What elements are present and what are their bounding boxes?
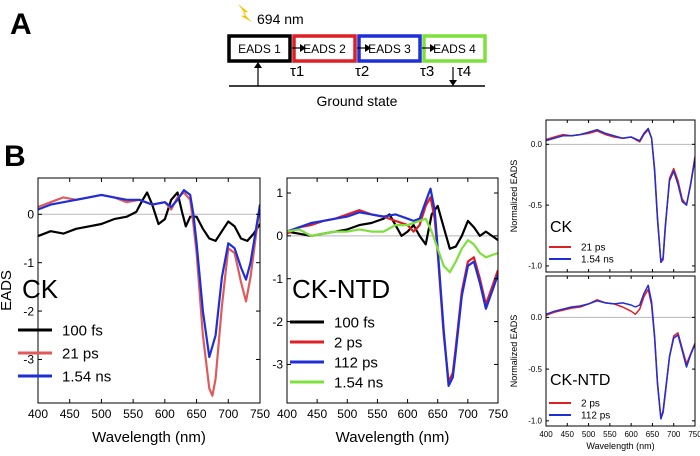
y-tick-label: -2 bbox=[23, 304, 34, 318]
y-axis-label: Normalized EADS bbox=[509, 160, 519, 233]
legend: 100 fs 2 ps 112 ps 1.54 ns bbox=[290, 314, 383, 391]
y-tick-label: -1 bbox=[272, 272, 283, 286]
legend-label: 1.54 ns bbox=[62, 368, 111, 385]
excitation-wavelength: 694 nm bbox=[257, 11, 304, 27]
x-tick-label: 650 bbox=[646, 430, 660, 439]
y-tick-label: -0.5 bbox=[528, 365, 542, 374]
x-tick-label: 450 bbox=[561, 430, 575, 439]
series-line-1-54-ns bbox=[38, 189, 260, 359]
panel-label: CK bbox=[22, 274, 59, 304]
x-tick-label: 500 bbox=[91, 407, 111, 421]
eads-box-label: EADS 3 bbox=[368, 42, 411, 56]
x-tick-label: 700 bbox=[218, 407, 238, 421]
x-tick-label: 550 bbox=[603, 430, 617, 439]
x-tick-label: 400 bbox=[277, 407, 297, 421]
eads-box-label: EADS 1 bbox=[238, 42, 281, 56]
chart-ck: 400 450 500 550 600 650 700 750 -3 -2 -1 0 Wavelengt… bbox=[0, 177, 270, 446]
series-line-2-ps bbox=[546, 288, 695, 420]
y-tick-label: 0.0 bbox=[531, 313, 543, 322]
tau-1: τ1 bbox=[290, 63, 304, 80]
legend: 100 fs 21 ps 1.54 ns bbox=[18, 322, 111, 385]
lightning-icon bbox=[238, 4, 252, 22]
legend-label: 100 fs bbox=[62, 322, 103, 339]
x-tick-label: 550 bbox=[367, 407, 387, 421]
chart-ck-ntd: 400 450 500 550 600 650 700 750 -3 -2 -1 0 1 Waveleng… bbox=[272, 177, 508, 446]
x-tick-label: 700 bbox=[667, 430, 681, 439]
y-tick-label: -1 bbox=[23, 256, 34, 270]
x-tick-label: 400 bbox=[539, 430, 553, 439]
x-tick-label: 750 bbox=[688, 430, 700, 439]
series-line-100-fs bbox=[38, 191, 260, 242]
panel-a-letter: A bbox=[10, 8, 32, 41]
y-tick-label: -3 bbox=[272, 358, 283, 372]
y-tick-label: -2 bbox=[272, 315, 283, 329]
y-tick-label: -3 bbox=[23, 353, 34, 367]
legend-label: 112 ps bbox=[334, 354, 378, 371]
x-tick-label: 550 bbox=[123, 407, 143, 421]
legend-label: 2 ps bbox=[334, 334, 362, 351]
x-axis-label: Wavelength (nm) bbox=[586, 441, 654, 451]
y-axis-label: EADS bbox=[0, 270, 15, 311]
y-axis-label: Normalized EADS bbox=[509, 315, 519, 388]
panel-label: CK-NTD bbox=[292, 274, 390, 304]
series-line-21-ps bbox=[546, 128, 695, 264]
x-tick-label: 600 bbox=[398, 407, 418, 421]
legend-label: 1.54 ns bbox=[334, 374, 383, 391]
series-line-1-54-ns bbox=[287, 217, 498, 274]
panel-b-letter: B bbox=[4, 140, 26, 173]
legend-label: 1.54 ns bbox=[581, 255, 614, 266]
scheme-panel: A 694 nm EADS 1 EADS 2 EADS 3 EADS 4 τ1 τ2 … bbox=[10, 4, 487, 109]
x-tick-label: 400 bbox=[28, 407, 48, 421]
panel-label: CK bbox=[550, 219, 573, 236]
plot-frame bbox=[286, 177, 499, 404]
y-tick-label: -0.5 bbox=[528, 201, 542, 210]
x-tick-label: 750 bbox=[488, 407, 508, 421]
x-tick-label: 650 bbox=[187, 407, 207, 421]
tau-3: τ3 bbox=[420, 63, 434, 80]
y-tick-label: 0.0 bbox=[531, 140, 543, 149]
tau-4: τ4 bbox=[457, 63, 471, 80]
x-tick-label: 500 bbox=[337, 407, 357, 421]
plot-frame bbox=[545, 275, 696, 427]
series-line-1-54-ns bbox=[546, 127, 695, 264]
y-tick-label: 1 bbox=[276, 186, 283, 200]
y-tick-label: -1.0 bbox=[528, 262, 542, 271]
x-axis-label: Wavelength (nm) bbox=[92, 429, 206, 446]
x-tick-label: 600 bbox=[624, 430, 638, 439]
chart-ck-ntd-normalized: 400 450 500 550 600 650 700 750 -1.0 -0.5 0.0 Wavel… bbox=[509, 275, 700, 451]
y-tick-label: 0 bbox=[276, 229, 283, 243]
plot-frame bbox=[37, 177, 261, 404]
x-tick-label: 750 bbox=[250, 407, 270, 421]
series-line-112-ps bbox=[287, 187, 498, 387]
series-line-112-ps bbox=[546, 284, 695, 420]
legend-label: 112 ps bbox=[581, 411, 610, 422]
x-tick-label: 700 bbox=[458, 407, 478, 421]
legend: 21 ps1.54 ns bbox=[549, 243, 614, 266]
legend-label: 21 ps bbox=[62, 345, 99, 362]
y-tick-label: 0 bbox=[27, 207, 34, 221]
x-tick-label: 450 bbox=[307, 407, 327, 421]
plot-frame bbox=[545, 119, 696, 273]
y-tick-label: -1.0 bbox=[528, 417, 542, 426]
x-tick-label: 600 bbox=[155, 407, 175, 421]
eads-box-2: EADS 2 bbox=[292, 34, 357, 63]
x-axis-label: Wavelength (nm) bbox=[336, 429, 450, 446]
eads-box-label: EADS 2 bbox=[303, 42, 346, 56]
ground-state-label: Ground state bbox=[317, 93, 398, 109]
x-tick-label: 450 bbox=[60, 407, 80, 421]
legend-label: 100 fs bbox=[334, 314, 375, 331]
eads-box-1: EADS 1 bbox=[227, 34, 292, 63]
panel-label: CK-NTD bbox=[550, 372, 610, 389]
legend-label: 2 ps bbox=[581, 399, 600, 410]
chart-ck-normalized: -1.0 -0.5 0.0 Normalized EADS CK 21 ps1.54 ns bbox=[509, 119, 696, 273]
x-tick-label: 650 bbox=[428, 407, 448, 421]
eads-box-label: EADS 4 bbox=[433, 42, 476, 56]
tau-2: τ2 bbox=[355, 63, 369, 80]
x-tick-label: 500 bbox=[582, 430, 596, 439]
legend-label: 21 ps bbox=[581, 243, 605, 254]
